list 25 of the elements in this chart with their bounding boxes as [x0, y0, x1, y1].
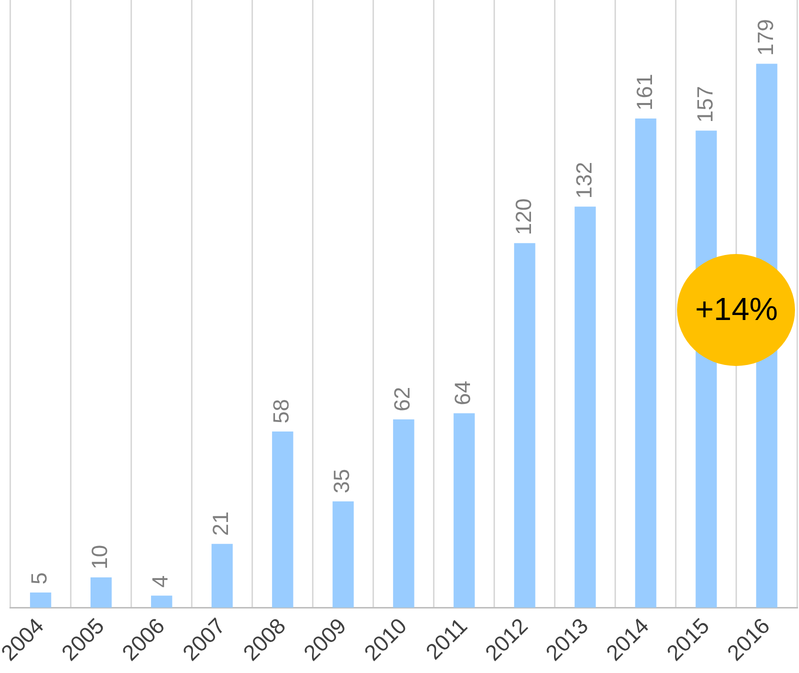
bar — [574, 206, 596, 608]
data-label: 179 — [752, 19, 778, 56]
data-label: 64 — [450, 380, 476, 406]
data-label: 4 — [148, 575, 173, 588]
bar — [151, 596, 172, 608]
bar — [90, 577, 112, 608]
bar — [272, 431, 294, 608]
data-label: 10 — [87, 544, 112, 570]
data-label: 21 — [208, 511, 234, 536]
data-label: 5 — [26, 572, 52, 585]
data-label: 35 — [329, 468, 354, 494]
bar — [212, 544, 233, 608]
data-label: 132 — [571, 162, 596, 199]
data-label: 62 — [390, 386, 415, 412]
bar — [514, 243, 536, 608]
bar — [332, 501, 354, 608]
data-label: 161 — [632, 74, 657, 111]
bar — [30, 592, 52, 608]
bar — [454, 413, 475, 608]
data-label: 157 — [692, 86, 718, 123]
bar — [635, 118, 656, 608]
badge-circle: +14% — [677, 254, 796, 366]
data-label: 120 — [510, 198, 536, 236]
bar — [393, 419, 414, 608]
data-label: 58 — [268, 399, 294, 424]
